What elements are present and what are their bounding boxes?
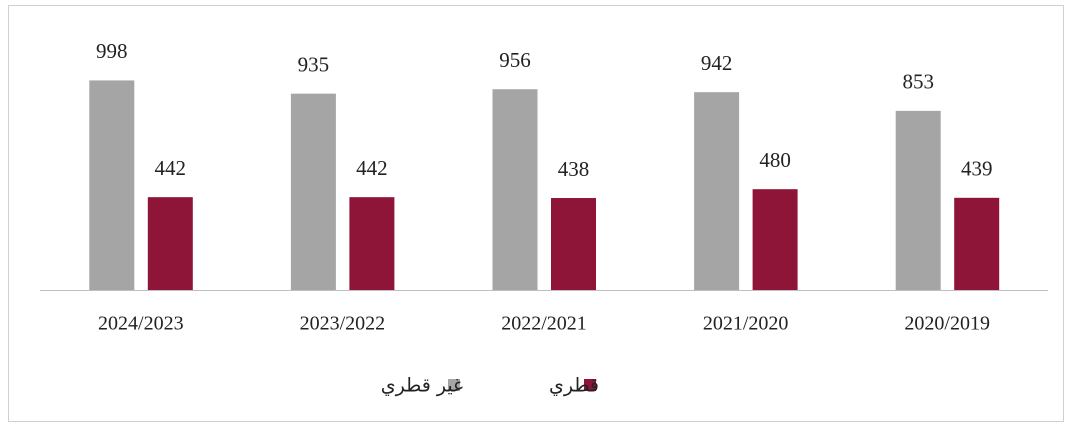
- bar: [752, 189, 798, 290]
- data-label: 998: [96, 39, 128, 63]
- bar: [89, 80, 135, 290]
- x-tick-label: 2023/2022: [300, 313, 386, 335]
- data-label: 442: [155, 156, 187, 180]
- data-label: 935: [298, 52, 330, 76]
- bar: [551, 198, 596, 290]
- x-tick-label: 2022/2021: [501, 313, 587, 335]
- bar: [954, 197, 1000, 290]
- data-label: 438: [558, 157, 590, 181]
- data-label: 439: [961, 157, 993, 181]
- data-label: 480: [759, 148, 791, 172]
- bar: [147, 197, 193, 290]
- data-label: 942: [701, 51, 733, 75]
- x-tick-label: 2020/2019: [904, 313, 990, 335]
- x-tick-label: 2024/2023: [98, 313, 184, 335]
- legend-swatch: [584, 379, 596, 391]
- bar: [349, 197, 395, 290]
- data-label: 956: [499, 48, 531, 72]
- data-label: 442: [356, 156, 388, 180]
- x-tick-label: 2021/2020: [703, 313, 789, 335]
- bar: [694, 92, 740, 291]
- bar: [290, 93, 336, 291]
- data-label: 853: [902, 70, 934, 94]
- bar: [895, 110, 941, 291]
- legend-swatch: [448, 379, 460, 391]
- legend-label: غير قطري: [381, 375, 463, 397]
- bar: [492, 89, 538, 291]
- legend-label: قطري: [549, 375, 599, 397]
